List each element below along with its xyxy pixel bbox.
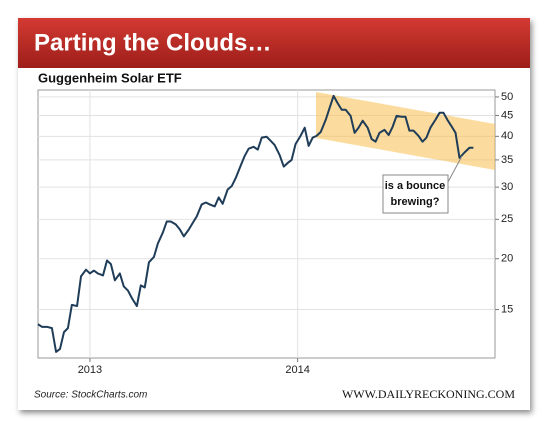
callout-pointer bbox=[447, 155, 463, 183]
price-line bbox=[37, 94, 474, 353]
trend-channel bbox=[316, 92, 495, 170]
plot bbox=[37, 94, 474, 353]
y-tick-label: 20 bbox=[501, 253, 513, 265]
annotation-line: brewing? bbox=[391, 196, 440, 208]
credit: WWW.DAILYRECKONING.COM bbox=[342, 387, 515, 401]
y-tick-label: 30 bbox=[501, 181, 513, 193]
source: Source: StockCharts.com bbox=[34, 390, 147, 401]
y-tick-label: 25 bbox=[501, 213, 513, 225]
x-tick-label: 2013 bbox=[78, 364, 102, 376]
y-tick-label: 15 bbox=[501, 303, 513, 315]
callout-box bbox=[382, 174, 449, 214]
subtitle: Guggenheim Solar ETF bbox=[38, 70, 182, 85]
y-tick-label: 40 bbox=[501, 130, 513, 142]
title: Parting the Clouds… bbox=[34, 29, 271, 56]
y-tick-label: 50 bbox=[501, 91, 513, 103]
x-tick-label: 2014 bbox=[285, 364, 309, 376]
y-tick-label: 35 bbox=[501, 154, 513, 166]
y-tick-label: 45 bbox=[501, 109, 513, 121]
annotation-line: is a bounce bbox=[385, 180, 446, 192]
header-bar bbox=[18, 18, 530, 68]
